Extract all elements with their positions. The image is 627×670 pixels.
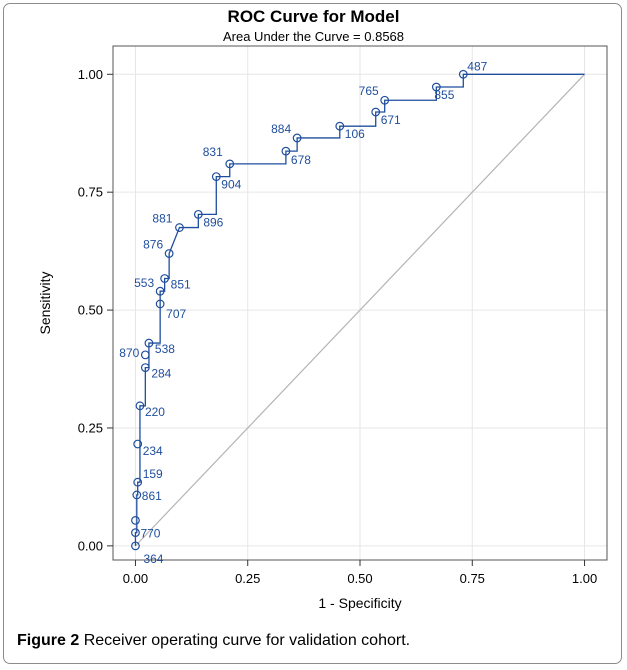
point-label: 284 — [151, 367, 171, 381]
point-label: 707 — [166, 307, 186, 321]
roc-point — [160, 274, 170, 283]
point-label: 896 — [203, 215, 223, 229]
roc-point — [458, 69, 468, 79]
roc-point — [281, 146, 291, 156]
roc-point — [335, 121, 345, 131]
y-tick-label: 0.25 — [78, 420, 103, 435]
roc-point — [140, 363, 150, 373]
figure-caption: Figure 2 Receiver operating curve for va… — [17, 632, 410, 650]
point-label: 831 — [203, 145, 223, 159]
point-label: 851 — [171, 277, 191, 291]
reference-diagonal — [135, 73, 585, 547]
point-label: 671 — [381, 113, 401, 127]
point-label: 487 — [467, 59, 487, 73]
point-label: 159 — [143, 467, 163, 481]
roc-curve — [134, 73, 585, 546]
caption-label: Figure 2 — [17, 632, 80, 649]
y-tick-label: 0.75 — [78, 185, 103, 200]
point-label: 234 — [143, 444, 163, 458]
points-layer: 364 770 861 159 234 220 284 870 538 707 553 851 876 8… — [119, 59, 487, 566]
point-label: 106 — [345, 127, 365, 141]
y-axis-title: Sensitivity — [37, 271, 53, 334]
point-label: 678 — [291, 153, 311, 167]
roc-point — [131, 541, 140, 551]
point-label: 765 — [359, 84, 379, 98]
x-axis-title: 1 - Specificity — [318, 595, 401, 611]
figure-frame — [3, 3, 622, 664]
grid-layer — [113, 46, 607, 560]
chart-title: ROC Curve for Model — [227, 7, 400, 26]
roc-point — [164, 249, 174, 258]
roc-point — [193, 209, 203, 219]
x-tick-label: 0.50 — [347, 571, 372, 586]
x-tick-label: 0.75 — [460, 571, 485, 586]
point-label: 876 — [143, 237, 163, 251]
x-tick-label: 0.25 — [235, 571, 260, 586]
y-tick-label: 1.00 — [78, 67, 103, 82]
roc-point — [133, 477, 143, 487]
roc-point — [131, 515, 140, 525]
roc-point — [211, 172, 221, 182]
roc-point — [132, 490, 142, 500]
point-label: 861 — [142, 489, 162, 503]
point-label: 364 — [143, 552, 163, 566]
point-label: 904 — [221, 178, 241, 192]
roc-point — [175, 223, 184, 232]
point-label: 870 — [119, 346, 139, 360]
roc-point — [133, 439, 143, 449]
roc-point — [431, 82, 441, 92]
roc-point — [144, 338, 154, 348]
x-tick-label: 0.00 — [123, 571, 148, 586]
point-label: 884 — [271, 122, 291, 136]
x-tick-label: 1.00 — [572, 571, 597, 586]
point-label: 220 — [145, 405, 165, 419]
roc-point — [155, 299, 165, 309]
y-tick-label: 0.00 — [78, 538, 103, 553]
caption-text: Receiver operating curve for validation … — [83, 632, 411, 649]
ticks-layer: 0.00 0.25 0.50 0.75 1.00 0.00 0.25 0.50 0.75 1.00 — [78, 67, 598, 586]
point-label: 855 — [434, 88, 454, 102]
roc-point — [140, 350, 150, 360]
point-label: 553 — [134, 276, 154, 290]
y-tick-label: 0.50 — [78, 303, 103, 318]
roc-point — [225, 159, 235, 169]
roc-point — [292, 133, 302, 143]
point-label: 538 — [155, 342, 175, 356]
roc-point — [135, 401, 145, 411]
point-label: 770 — [140, 527, 160, 541]
roc-point — [371, 107, 381, 117]
point-label: 881 — [152, 212, 172, 226]
roc-point — [155, 286, 165, 296]
roc-point — [380, 95, 390, 105]
roc-point — [131, 528, 140, 538]
chart-subtitle: Area Under the Curve = 0.8568 — [222, 29, 405, 44]
